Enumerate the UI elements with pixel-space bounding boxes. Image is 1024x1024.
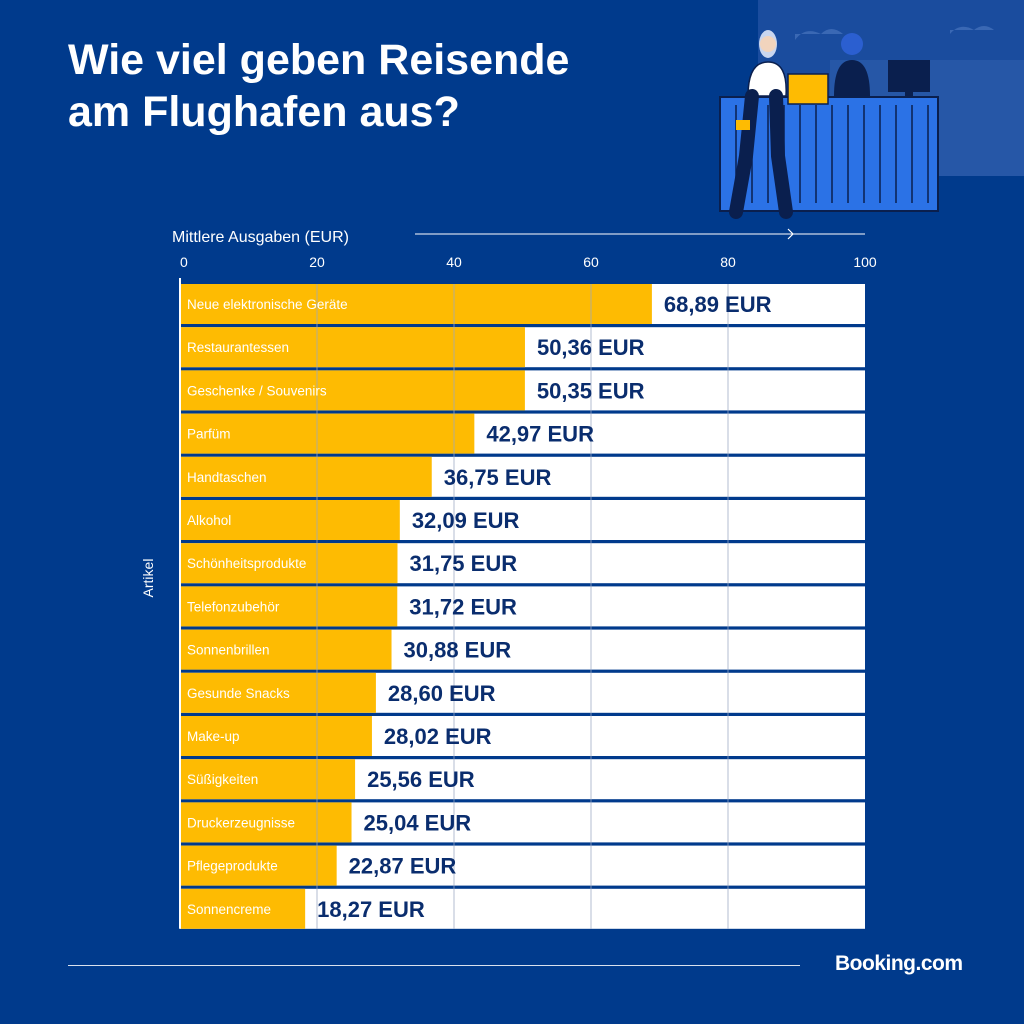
category-label: Geschenke / Souvenirs — [187, 383, 327, 398]
bar — [180, 845, 337, 886]
x-tick-label: 80 — [720, 254, 736, 270]
bar — [180, 716, 372, 756]
x-tick-label: 0 — [180, 254, 188, 270]
bar — [180, 672, 376, 713]
footer-divider — [68, 965, 800, 966]
category-label: Make-up — [187, 729, 240, 744]
bar — [180, 370, 525, 411]
data-label: 28,02 EUR — [384, 724, 492, 749]
category-label: Handtaschen — [187, 470, 267, 485]
category-label: Druckerzeugnisse — [187, 815, 295, 830]
x-tick-label: 60 — [583, 254, 599, 270]
title-line-2: am Flughafen aus? — [68, 88, 460, 136]
category-label: Gesunde Snacks — [187, 686, 290, 701]
category-label: Alkohol — [187, 513, 231, 528]
bar — [180, 586, 398, 627]
bar — [180, 759, 356, 800]
category-label: Sonnenbrillen — [187, 643, 270, 658]
data-label: 18,27 EUR — [317, 897, 425, 922]
bar — [180, 456, 432, 497]
category-label: Pflegeprodukte — [187, 859, 278, 874]
bar — [180, 284, 652, 324]
data-label: 50,35 EUR — [537, 378, 645, 403]
booking-logo[interactable]: Booking.com — [835, 952, 963, 975]
bar — [180, 888, 306, 929]
category-label: Telefonzubehör — [187, 599, 280, 614]
bar — [180, 543, 398, 584]
data-label: 32,09 EUR — [412, 508, 520, 533]
category-label: Schönheitsprodukte — [187, 556, 306, 571]
data-label: 25,04 EUR — [364, 810, 472, 835]
data-label: 50,36 EUR — [537, 335, 645, 360]
data-label: 30,88 EUR — [404, 638, 512, 663]
page-title: Wie viel geben Reisende am Flughafen aus… — [68, 34, 569, 138]
bar — [180, 802, 352, 843]
category-label: Süßigkeiten — [187, 772, 258, 787]
bar — [180, 413, 475, 454]
data-label: 28,60 EUR — [388, 681, 496, 706]
data-label: 68,89 EUR — [664, 292, 772, 317]
airport-shop-illustration — [719, 0, 1024, 219]
data-label: 22,87 EUR — [349, 854, 457, 879]
x-axis-arrow-head — [787, 228, 794, 240]
data-label: 31,72 EUR — [409, 594, 517, 619]
category-label: Restaurantessen — [187, 340, 289, 355]
x-tick-label: 20 — [309, 254, 325, 270]
data-label: 31,75 EUR — [409, 551, 517, 576]
bar — [180, 500, 400, 540]
data-label: 42,97 EUR — [486, 422, 594, 447]
bar — [180, 629, 392, 670]
x-axis-label: Mittlere Ausgaben (EUR) — [172, 229, 349, 246]
title-line-1: Wie viel geben Reisende — [68, 36, 570, 84]
data-label: 36,75 EUR — [444, 465, 552, 490]
category-label: Sonnencreme — [187, 902, 271, 917]
data-label: 25,56 EUR — [367, 767, 475, 792]
x-tick-label: 100 — [853, 254, 877, 270]
category-label: Neue elektronische Geräte — [187, 297, 348, 312]
category-label: Parfüm — [187, 427, 231, 442]
bar — [180, 327, 525, 368]
y-axis-label: Artikel — [140, 559, 156, 598]
x-tick-label: 40 — [446, 254, 462, 270]
